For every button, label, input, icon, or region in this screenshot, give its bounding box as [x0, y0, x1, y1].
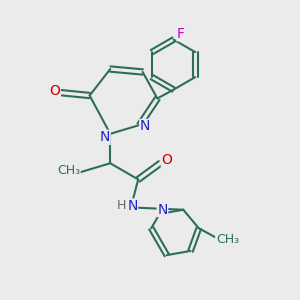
Text: O: O	[50, 84, 60, 98]
Text: CH₃: CH₃	[57, 164, 80, 177]
Text: N: N	[157, 202, 168, 217]
Text: O: O	[161, 153, 172, 167]
Text: N: N	[140, 119, 150, 134]
Text: H: H	[117, 200, 126, 212]
Text: N: N	[100, 130, 110, 144]
Text: N: N	[127, 199, 137, 213]
Text: F: F	[177, 27, 185, 41]
Text: CH₃: CH₃	[216, 233, 239, 246]
